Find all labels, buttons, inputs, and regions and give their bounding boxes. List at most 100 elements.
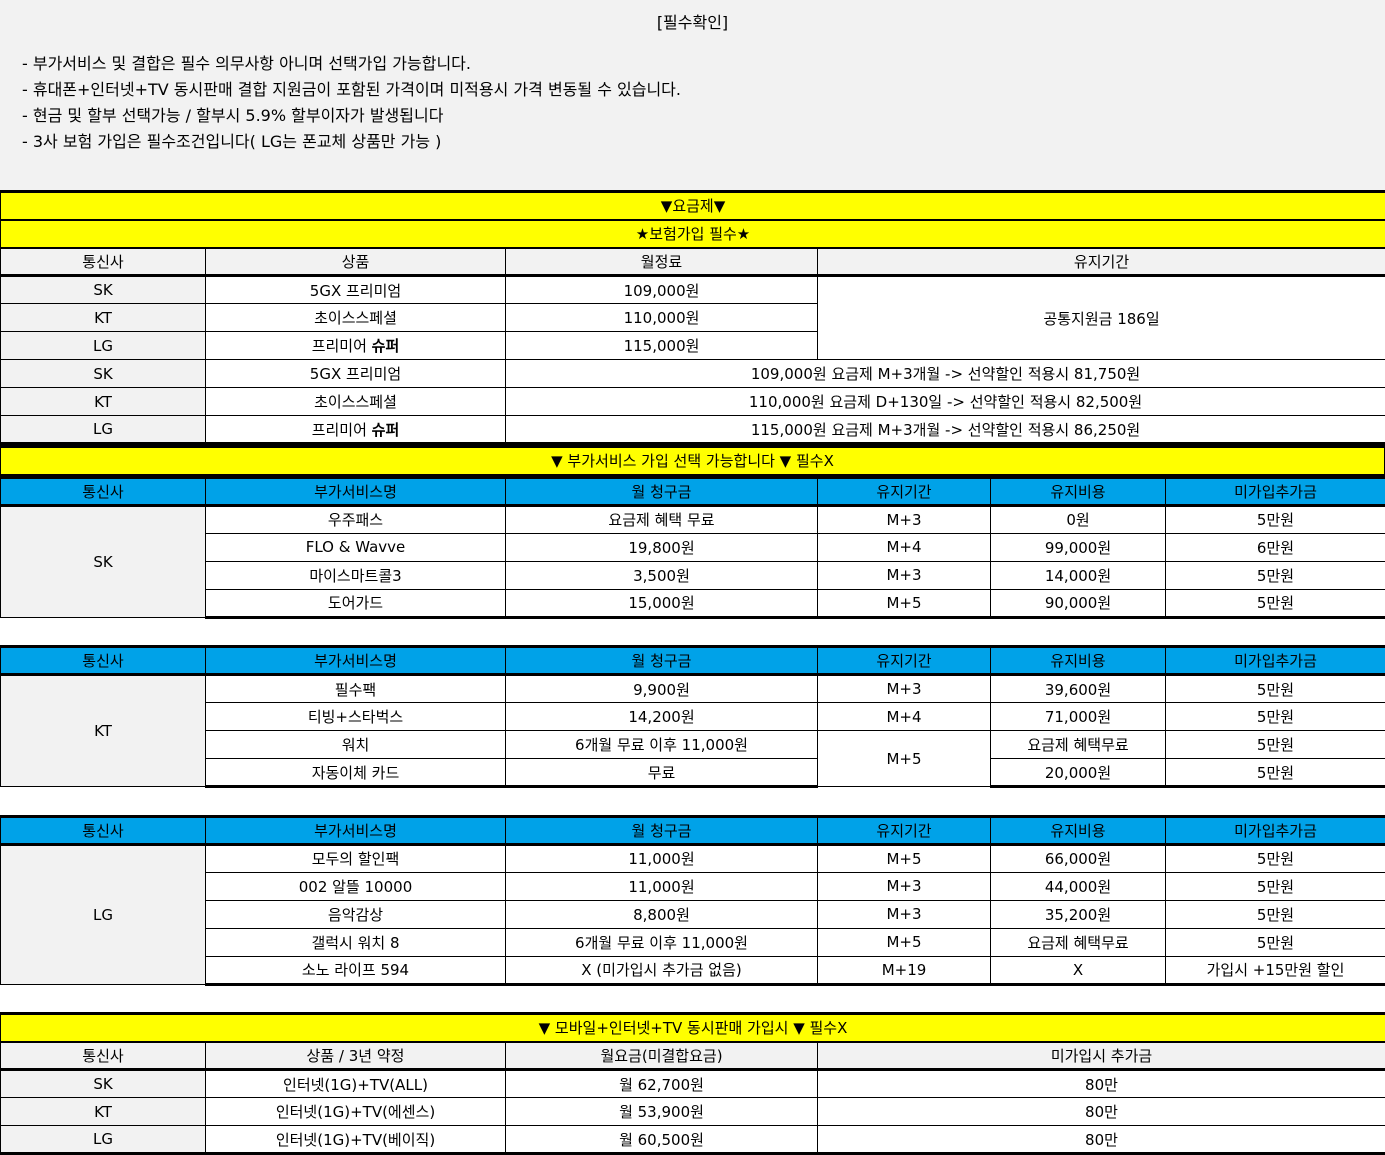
notice-lines: - 부가서비스 및 결합은 필수 의무사항 아니며 선택가입 가능합니다. - …	[0, 51, 1385, 155]
plan-header-row: 통신사 상품 월정료 유지기간	[1, 248, 1385, 276]
addon-monthly: 19,800원	[506, 533, 818, 561]
plan-fee: 115,000원	[506, 332, 818, 360]
plan-product-accent: 슈퍼	[372, 337, 400, 355]
addon-header-row: 통신사 부가서비스명 월 청구금 유지기간 유지비용 미가입추가금	[1, 647, 1385, 675]
combo-monthly: 월 53,900원	[506, 1098, 818, 1126]
addon-header-period: 유지기간	[818, 816, 991, 844]
addon-header-period: 유지기간	[818, 477, 991, 505]
addon-band-table: ▼ 부가서비스 가입 선택 가능합니다 ▼ 필수X	[0, 445, 1385, 476]
addon-header-name: 부가서비스명	[206, 816, 506, 844]
addon-extra: 5만원	[1166, 675, 1385, 703]
combo-band-row: ▼ 모바일+인터넷+TV 동시판매 가입시 ▼ 필수X	[1, 1014, 1385, 1042]
addon-cost: 14,000원	[991, 561, 1166, 589]
plan-carrier: SK	[1, 276, 206, 304]
addon-period: M+3	[818, 675, 991, 703]
plan-product-text: 프리미어	[312, 337, 372, 355]
combo-monthly: 월 62,700원	[506, 1070, 818, 1098]
addon-table-kt: 통신사 부가서비스명 월 청구금 유지기간 유지비용 미가입추가금 KT 필수팩…	[0, 645, 1385, 815]
combo-carrier: LG	[1, 1126, 206, 1154]
plan-product-text: 프리미어	[312, 421, 372, 439]
addon-name: 도어가드	[206, 589, 506, 617]
plan-header-fee: 월정료	[506, 248, 818, 276]
addon-band: ▼ 부가서비스 가입 선택 가능합니다 ▼ 필수X	[1, 447, 1385, 475]
combo-extra: 80만	[818, 1070, 1385, 1098]
notice-line: - 현금 및 할부 선택가능 / 할부시 5.9% 할부이자가 발생됩니다	[22, 103, 1385, 129]
table-row: FLO & Wavve 19,800원 M+4 99,000원 6만원	[1, 533, 1385, 561]
addon-header-row: 통신사 부가서비스명 월 청구금 유지기간 유지비용 미가입추가금	[1, 816, 1385, 844]
spacer	[1, 617, 1385, 645]
addon-monthly: 15,000원	[506, 589, 818, 617]
plan-detail: 115,000원 요금제 M+3개월 -> 선약할인 적용시 86,250원	[506, 416, 1385, 444]
plan-product: 5GX 프리미엄	[206, 276, 506, 304]
addon-header-extra: 미가입추가금	[1166, 477, 1385, 505]
table-row: SK 5GX 프리미엄 109,000원 요금제 M+3개월 -> 선약할인 적…	[1, 360, 1385, 388]
addon-name: 마이스마트콜3	[206, 561, 506, 589]
addon-cost: 20,000원	[991, 759, 1166, 787]
plan-detail: 109,000원 요금제 M+3개월 -> 선약할인 적용시 81,750원	[506, 360, 1385, 388]
addon-monthly: 11,000원	[506, 872, 818, 900]
table-row: KT 필수팩 9,900원 M+3 39,600원 5만원	[1, 675, 1385, 703]
addon-extra: 5만원	[1166, 872, 1385, 900]
notice-title: [필수확인]	[0, 0, 1385, 33]
plan-product: 프리미어 슈퍼	[206, 332, 506, 360]
addon-name: 티빙+스타벅스	[206, 703, 506, 731]
plan-header-product: 상품	[206, 248, 506, 276]
plan-table: ▼요금제▼ ★보험가입 필수★ 통신사 상품 월정료 유지기간 SK 5GX 프…	[0, 190, 1385, 445]
plan-carrier: KT	[1, 388, 206, 416]
addon-header-monthly: 월 청구금	[506, 477, 818, 505]
addon-period: M+4	[818, 533, 991, 561]
addon-header-period: 유지기간	[818, 647, 991, 675]
combo-carrier: SK	[1, 1070, 206, 1098]
plan-fee: 110,000원	[506, 304, 818, 332]
addon-header-cost: 유지비용	[991, 816, 1166, 844]
plan-band-row-2: ★보험가입 필수★	[1, 220, 1385, 248]
plan-band-2: ★보험가입 필수★	[1, 220, 1385, 248]
addon-cost: 0원	[991, 505, 1166, 533]
spacer	[1, 984, 1385, 1012]
addon-period: M+5	[818, 844, 991, 872]
combo-header-product: 상품 / 3년 약정	[206, 1042, 506, 1070]
addon-header-row: 통신사 부가서비스명 월 청구금 유지기간 유지비용 미가입추가금	[1, 477, 1385, 505]
table-row: LG 프리미어 슈퍼 115,000원 요금제 M+3개월 -> 선약할인 적용…	[1, 416, 1385, 444]
plan-product-text: 5GX 프리미엄	[310, 365, 401, 383]
addon-monthly: 무료	[506, 759, 818, 787]
addon-extra: 5만원	[1166, 900, 1385, 928]
addon-extra: 5만원	[1166, 928, 1385, 956]
addon-carrier: KT	[1, 675, 206, 787]
plan-product-text: 5GX 프리미엄	[310, 282, 401, 300]
addon-period: M+4	[818, 703, 991, 731]
addon-monthly: 8,800원	[506, 900, 818, 928]
addon-cost: 90,000원	[991, 589, 1166, 617]
combo-product: 인터넷(1G)+TV(ALL)	[206, 1070, 506, 1098]
addon-cost: 요금제 혜택무료	[991, 928, 1166, 956]
addon-name: 002 알뜰 10000	[206, 872, 506, 900]
combo-table: ▼ 모바일+인터넷+TV 동시판매 가입시 ▼ 필수X 통신사 상품 / 3년 …	[0, 1012, 1385, 1155]
addon-cost: 99,000원	[991, 533, 1166, 561]
addon-monthly: 9,900원	[506, 675, 818, 703]
plan-product-text: 초이스스페셜	[314, 393, 397, 411]
plan-carrier: SK	[1, 360, 206, 388]
table-row: 자동이체 카드 무료 20,000원 5만원	[1, 759, 1385, 787]
plan-product: 초이스스페셜	[206, 388, 506, 416]
addon-header-cost: 유지비용	[991, 477, 1166, 505]
plan-carrier: KT	[1, 304, 206, 332]
addon-band-row: ▼ 부가서비스 가입 선택 가능합니다 ▼ 필수X	[1, 447, 1385, 475]
table-row: 마이스마트콜3 3,500원 M+3 14,000원 5만원	[1, 561, 1385, 589]
combo-product: 인터넷(1G)+TV(에센스)	[206, 1098, 506, 1126]
table-row: SK 우주패스 요금제 혜택 무료 M+3 0원 5만원	[1, 505, 1385, 533]
addon-cost: 66,000원	[991, 844, 1166, 872]
plan-header-carrier: 통신사	[1, 248, 206, 276]
plan-header-period: 유지기간	[818, 248, 1385, 276]
table-row: 티빙+스타벅스 14,200원 M+4 71,000원 5만원	[1, 703, 1385, 731]
table-row: KT 인터넷(1G)+TV(에센스) 월 53,900원 80만	[1, 1098, 1385, 1126]
addon-table-lg: 통신사 부가서비스명 월 청구금 유지기간 유지비용 미가입추가금 LG 모두의…	[0, 815, 1385, 1013]
plan-detail: 110,000원 요금제 D+130일 -> 선약할인 적용시 82,500원	[506, 388, 1385, 416]
addon-name: 워치	[206, 731, 506, 759]
plan-product-text: 초이스스페셜	[314, 309, 397, 327]
addon-name: 갤럭시 워치 8	[206, 928, 506, 956]
table-row: 갤럭시 워치 8 6개월 무료 이후 11,000원 M+5 요금제 혜택무료 …	[1, 928, 1385, 956]
addon-header-extra: 미가입추가금	[1166, 816, 1385, 844]
addon-header-carrier: 통신사	[1, 816, 206, 844]
combo-extra: 80만	[818, 1126, 1385, 1154]
